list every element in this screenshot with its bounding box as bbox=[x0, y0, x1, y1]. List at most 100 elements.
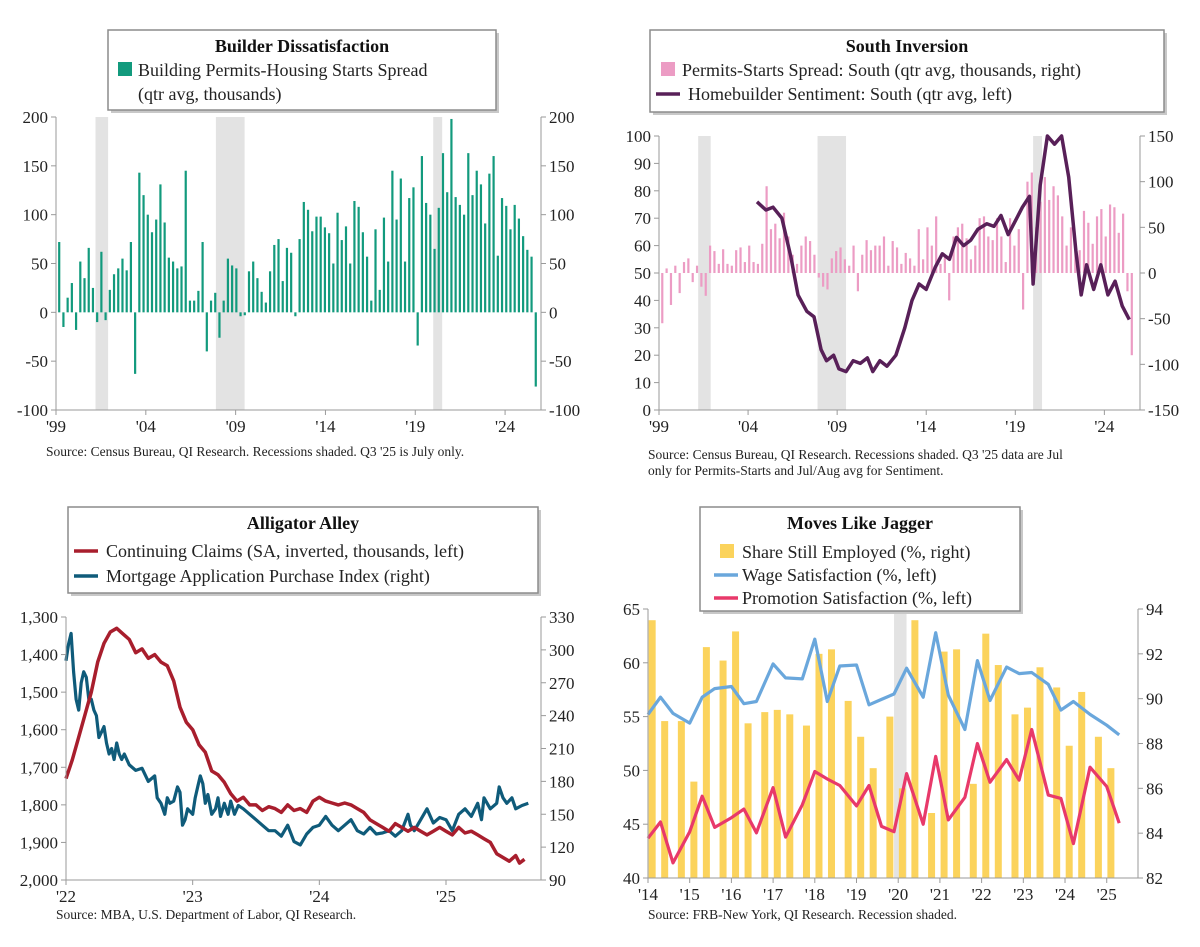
bar-permits-starts-spread bbox=[197, 290, 200, 313]
bar-permits-starts-spread bbox=[446, 192, 449, 313]
bar-permits-starts-spread bbox=[340, 240, 343, 313]
bar-permits-starts-spread bbox=[100, 251, 103, 313]
bar-permits-starts-spread bbox=[323, 227, 327, 313]
bar-south-spread bbox=[1013, 245, 1016, 273]
bar-share-still-employed bbox=[786, 714, 794, 878]
bar-permits-starts-spread bbox=[344, 226, 348, 313]
x-tick-label: '24 bbox=[1055, 885, 1076, 904]
bar-south-spread bbox=[1069, 227, 1073, 273]
line-wage-satisfaction bbox=[646, 631, 1121, 737]
chart-builder-dissatisfaction: -100 -50 0 50 100 150 200 -100 -50 0 50 100 150 200 '9… bbox=[17, 29, 580, 459]
source-note: Source: FRB-New York, QI Research. Reces… bbox=[648, 907, 957, 922]
x-tick-label: '23 bbox=[183, 887, 203, 906]
bar-permits-starts-spread bbox=[302, 201, 305, 313]
bar-permits-starts-spread bbox=[239, 312, 242, 317]
bar-south-spread bbox=[1117, 232, 1120, 273]
bar-share-still-employed bbox=[953, 649, 961, 878]
x-tick-label: '04 bbox=[738, 417, 759, 436]
bar-share-still-employed bbox=[1036, 667, 1044, 878]
bar-south-spread bbox=[808, 241, 812, 273]
bar-south-spread bbox=[726, 263, 729, 273]
right-tick-label: 100 bbox=[549, 206, 575, 225]
bar-south-spread bbox=[1052, 186, 1055, 273]
bar-south-spread bbox=[1043, 177, 1046, 273]
bar-permits-starts-spread bbox=[462, 214, 466, 313]
bar-share-still-employed bbox=[982, 633, 990, 878]
legend-label: (qtr avg, thousands) bbox=[138, 84, 281, 105]
bar-south-spread bbox=[913, 265, 916, 273]
bar-share-still-employed bbox=[1107, 768, 1115, 878]
bar-south-spread bbox=[895, 247, 899, 273]
bar-permits-starts-spread bbox=[454, 197, 457, 313]
chart-title: Moves Like Jagger bbox=[787, 513, 933, 533]
bar-south-spread bbox=[891, 241, 894, 273]
legend-label: Wage Satisfaction (%, left) bbox=[742, 565, 936, 586]
bar-south-spread bbox=[804, 236, 807, 273]
legend-label: Mortgage Application Purchase Index (rig… bbox=[106, 566, 430, 587]
line-mortgage-purchase-index bbox=[64, 631, 529, 847]
bar-permits-starts-spread bbox=[159, 184, 162, 313]
bar-permits-starts-spread bbox=[252, 261, 255, 313]
bar-permits-starts-spread bbox=[534, 312, 537, 387]
bar-share-still-employed bbox=[886, 716, 894, 878]
bar-south-spread bbox=[917, 229, 920, 273]
left-tick-label: 20 bbox=[634, 346, 651, 365]
bar-permits-starts-spread bbox=[479, 184, 483, 313]
bar-permits-starts-spread bbox=[112, 274, 116, 313]
bar-permits-starts-spread bbox=[522, 236, 525, 313]
bar-south-spread bbox=[782, 212, 786, 273]
bar-south-spread bbox=[1017, 229, 1020, 273]
bar-permits-starts-spread bbox=[129, 242, 133, 313]
bar-permits-starts-spread bbox=[395, 219, 398, 313]
right-tick-label: 180 bbox=[549, 772, 575, 791]
bar-permits-starts-spread bbox=[138, 172, 141, 313]
bar-share-still-employed bbox=[857, 736, 865, 878]
right-tick-label: 120 bbox=[549, 838, 575, 857]
bar-south-spread bbox=[874, 245, 877, 273]
recession-shade bbox=[215, 117, 245, 410]
bar-south-spread bbox=[1104, 236, 1107, 273]
bar-permits-starts-spread bbox=[349, 263, 352, 313]
bar-south-spread bbox=[930, 245, 933, 273]
bar-south-spread bbox=[1087, 222, 1090, 273]
right-tick-label: 86 bbox=[1146, 779, 1163, 798]
bar-south-spread bbox=[835, 251, 838, 273]
bar-south-spread bbox=[682, 262, 686, 273]
right-tick-label: -150 bbox=[1148, 401, 1179, 420]
bar-south-spread bbox=[1122, 213, 1125, 273]
bar-permits-starts-spread bbox=[58, 242, 61, 313]
bar-share-still-employed bbox=[1094, 736, 1102, 878]
bar-south-spread bbox=[948, 273, 951, 301]
bar-south-spread bbox=[669, 273, 673, 305]
bar-south-spread bbox=[691, 273, 694, 283]
bar-permits-starts-spread bbox=[450, 118, 453, 313]
chart-south-inversion: 0 10 20 30 40 50 60 70 80 90 100 -150 -100 -50 0 50 100 1… bbox=[626, 29, 1179, 478]
right-tick-label: 150 bbox=[1148, 127, 1174, 146]
chart-alligator-alley: 1,300 1,400 1,500 1,600 1,700 1,800 1,900 2,000… bbox=[20, 506, 575, 922]
bar-south-spread bbox=[887, 265, 890, 273]
bar-south-spread bbox=[774, 223, 777, 273]
x-tick-label: '15 bbox=[680, 885, 700, 904]
bar-south-spread bbox=[713, 251, 716, 273]
left-tick-label: 30 bbox=[634, 319, 651, 338]
bar-permits-starts-spread bbox=[150, 232, 154, 313]
left-tick-label: 40 bbox=[623, 869, 640, 888]
left-tick-label: 0 bbox=[643, 401, 652, 420]
bar-share-still-employed bbox=[802, 725, 810, 878]
bar-south-spread bbox=[978, 218, 981, 273]
left-tick-label: 100 bbox=[23, 206, 49, 225]
left-tick-label: 50 bbox=[634, 264, 651, 283]
bar-south-spread bbox=[974, 245, 977, 273]
right-tick-label: 90 bbox=[1146, 690, 1163, 709]
bar-permits-starts-spread bbox=[188, 300, 192, 313]
bar-south-spread bbox=[1061, 216, 1064, 273]
bar-permits-starts-spread bbox=[484, 223, 487, 313]
left-tick-label: 0 bbox=[40, 303, 49, 322]
bar-south-spread bbox=[935, 216, 938, 273]
bar-permits-starts-spread bbox=[226, 258, 230, 313]
right-tick-label: 82 bbox=[1146, 869, 1163, 888]
bar-permits-starts-spread bbox=[391, 170, 394, 313]
bar-permits-starts-spread bbox=[125, 270, 128, 313]
bar-permits-starts-spread bbox=[429, 214, 432, 313]
bar-permits-starts-spread bbox=[492, 156, 495, 313]
